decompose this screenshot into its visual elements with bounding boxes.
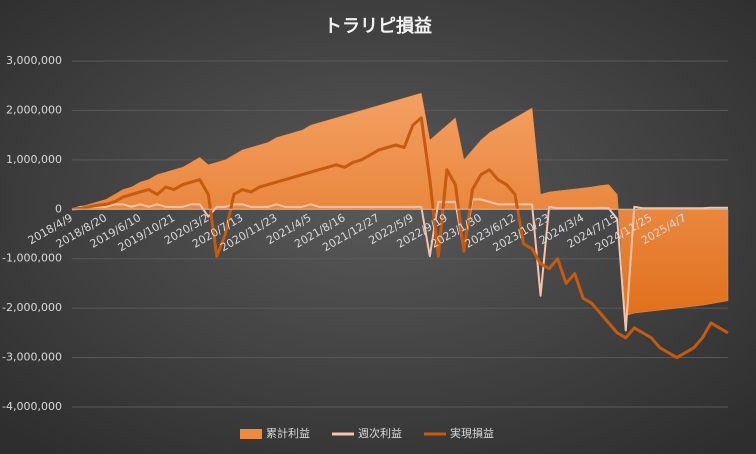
area — [71, 92, 729, 316]
y-tick-label: 0 — [55, 202, 62, 215]
line — [71, 116, 729, 360]
y-tick-label: -4,000,000 — [2, 400, 62, 413]
line — [71, 198, 728, 332]
y-tick-label: 1,000,000 — [6, 153, 62, 166]
chart-title: トラリピ損益 — [324, 15, 432, 37]
legend-swatch — [240, 429, 262, 439]
legend-label: 累計利益 — [266, 426, 310, 440]
y-tick-label: 3,000,000 — [6, 54, 62, 67]
y-tick-label: -3,000,000 — [2, 351, 62, 364]
y-tick-label: 2,000,000 — [6, 103, 62, 116]
y-tick-label: -2,000,000 — [2, 301, 62, 314]
legend-label: 実現損益 — [450, 426, 494, 440]
y-tick-label: -1,000,000 — [2, 252, 62, 265]
legend-label: 週次利益 — [358, 426, 402, 440]
